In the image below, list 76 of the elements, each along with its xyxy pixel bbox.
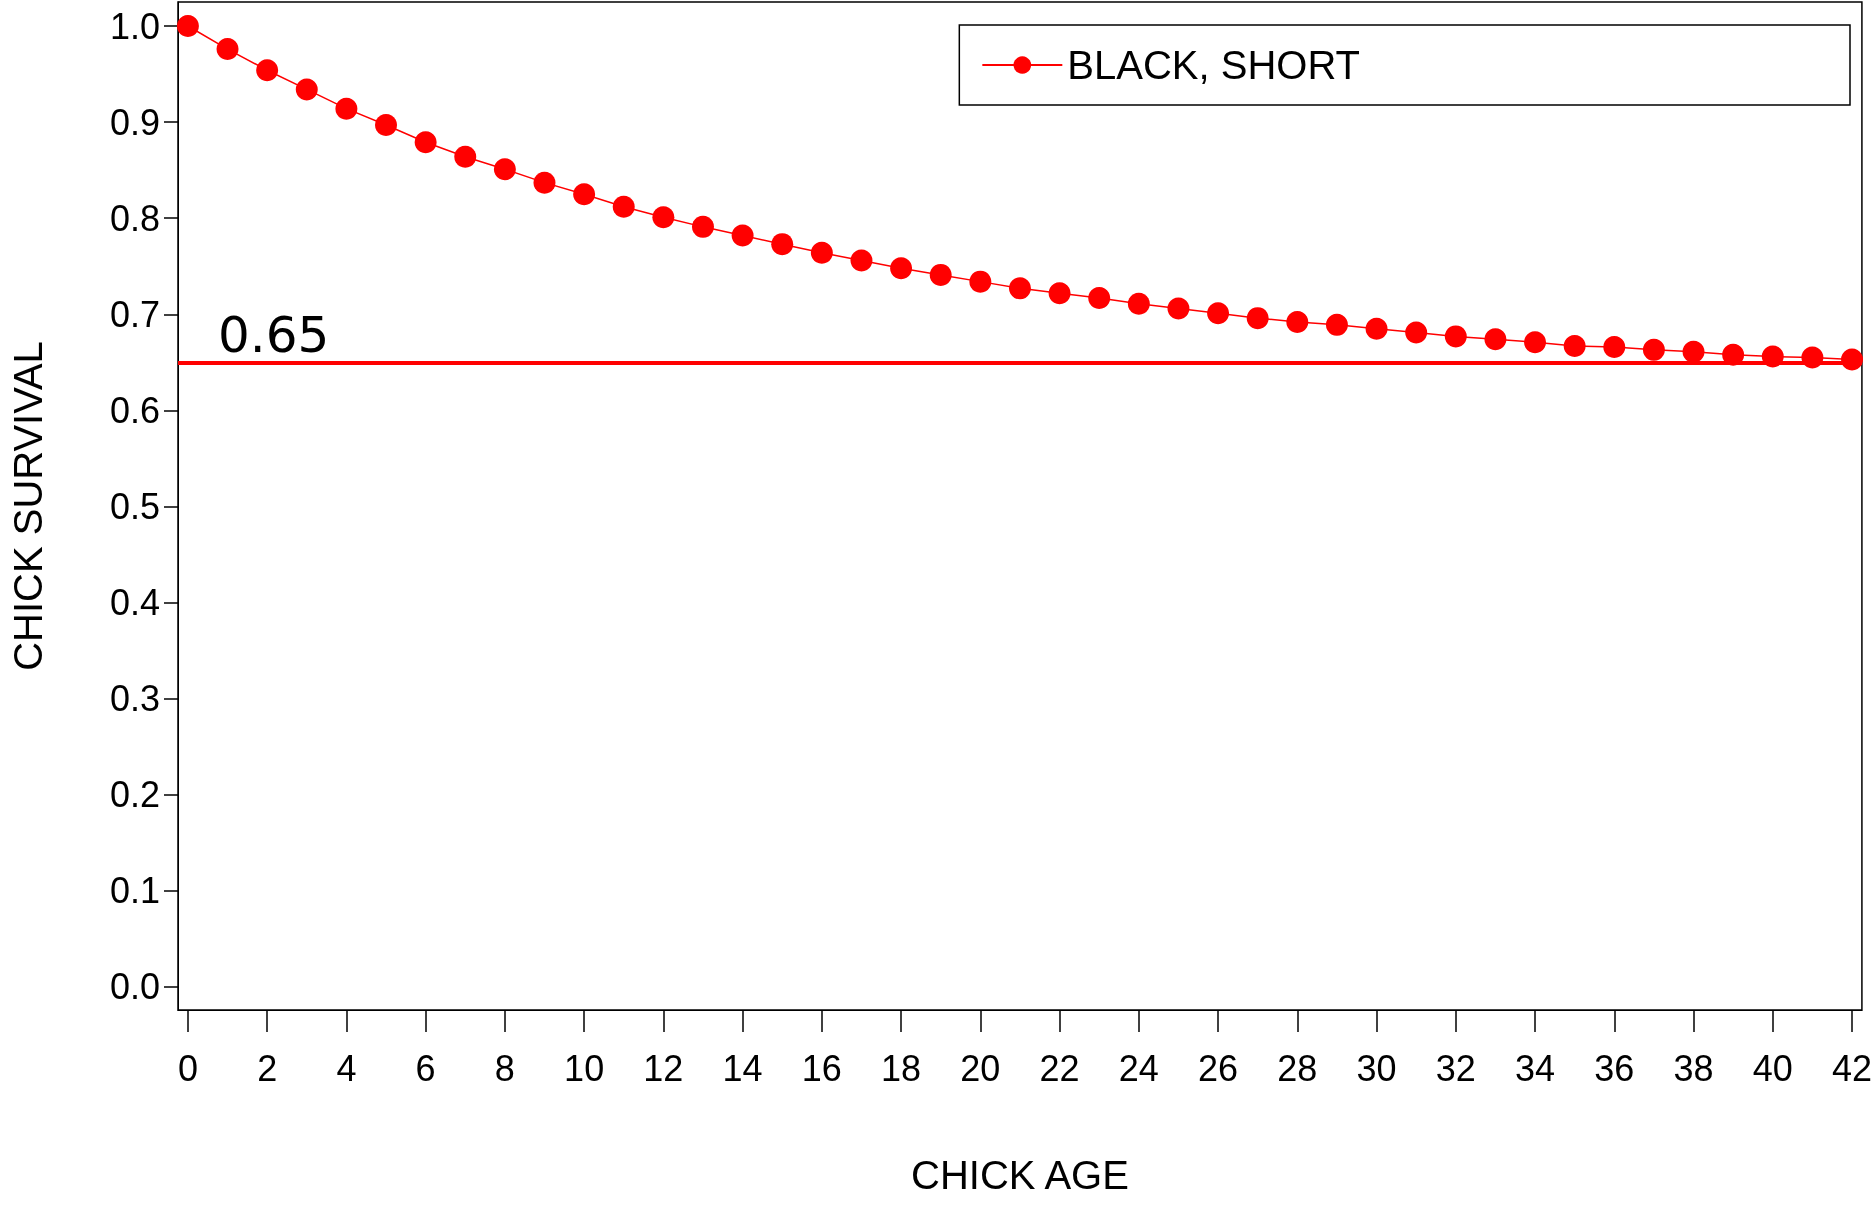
x-tick-label: 26 — [1198, 1047, 1239, 1089]
y-tick-label: 0.9 — [109, 101, 160, 143]
point — [1682, 340, 1705, 363]
point — [1484, 328, 1507, 351]
x-tick-label: 40 — [1752, 1047, 1793, 1089]
point — [929, 263, 952, 286]
x-tick-label: 2 — [257, 1047, 278, 1089]
y-tick-label: 0.8 — [109, 197, 160, 239]
point — [1167, 297, 1190, 320]
y-tick-label: 1.0 — [109, 5, 160, 47]
point — [1008, 277, 1031, 300]
legend-label: BLACK, SHORT — [1067, 43, 1361, 87]
point — [1405, 321, 1428, 344]
point — [1524, 331, 1547, 354]
point — [969, 270, 992, 293]
point — [295, 78, 318, 101]
x-tick-label: 38 — [1673, 1047, 1714, 1089]
point — [414, 131, 437, 154]
point — [256, 59, 279, 82]
point — [1325, 313, 1348, 336]
point — [890, 257, 913, 280]
point — [1088, 286, 1111, 309]
point — [1127, 292, 1150, 315]
point — [454, 145, 477, 168]
x-tick-label: 34 — [1515, 1047, 1556, 1089]
point — [335, 97, 358, 120]
x-tick-label: 22 — [1039, 1047, 1080, 1089]
y-tick-label: 0.3 — [109, 678, 160, 720]
point — [810, 241, 833, 264]
point — [850, 249, 873, 272]
x-tick-label: 12 — [643, 1047, 684, 1089]
point — [1246, 307, 1269, 330]
point — [652, 206, 675, 229]
point — [1207, 302, 1230, 325]
point — [216, 38, 239, 61]
point — [533, 171, 556, 194]
y-tick-label: 0.0 — [109, 966, 160, 1008]
x-tick-label: 10 — [564, 1047, 605, 1089]
x-tick-label: 36 — [1594, 1047, 1635, 1089]
point — [1563, 335, 1586, 357]
y-axis-title: CHICK SURVIVAL — [6, 341, 50, 671]
x-tick-label: 6 — [415, 1047, 436, 1089]
point — [375, 114, 398, 136]
x-tick-label: 18 — [881, 1047, 922, 1089]
y-tick-label: 0.4 — [109, 582, 160, 624]
point — [692, 215, 714, 238]
x-tick-label: 16 — [801, 1047, 842, 1089]
point — [771, 233, 794, 256]
x-tick-label: 0 — [177, 1047, 198, 1089]
x-tick-label: 4 — [336, 1047, 357, 1089]
x-tick-label: 8 — [494, 1047, 515, 1089]
y-tick-label: 0.2 — [109, 774, 160, 816]
y-tick-label: 0.1 — [109, 870, 160, 912]
point — [612, 195, 635, 218]
x-tick-label: 14 — [722, 1047, 763, 1089]
x-axis-title: CHICK AGE — [911, 1153, 1129, 1197]
point — [1603, 335, 1626, 358]
point — [1048, 282, 1071, 305]
ref-line-label: 0.65 — [218, 306, 330, 365]
point — [1286, 310, 1309, 333]
point — [493, 158, 516, 181]
point — [731, 224, 754, 247]
point — [1642, 338, 1665, 361]
x-tick-label: 20 — [960, 1047, 1001, 1089]
x-tick-label: 42 — [1831, 1047, 1873, 1089]
x-tick-label: 32 — [1435, 1047, 1476, 1089]
y-tick-label: 0.5 — [109, 485, 160, 527]
point — [176, 15, 199, 38]
point — [573, 183, 596, 206]
point — [1365, 317, 1388, 340]
y-tick-label: 0.7 — [109, 293, 160, 335]
x-tick-label: 30 — [1356, 1047, 1397, 1089]
x-tick-label: 24 — [1118, 1047, 1159, 1089]
point — [1444, 325, 1467, 348]
y-tick-label: 0.6 — [109, 389, 160, 431]
x-tick-label: 28 — [1277, 1047, 1318, 1089]
